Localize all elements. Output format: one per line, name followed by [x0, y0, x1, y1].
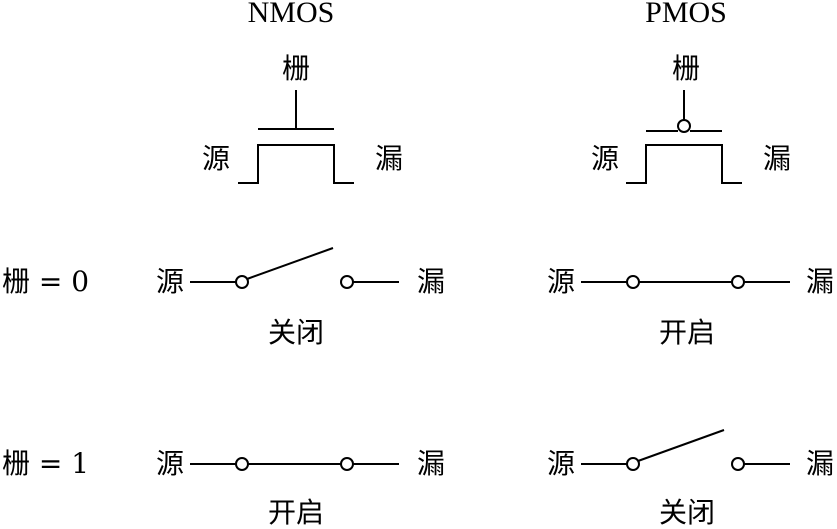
switch-drain-label: 漏	[806, 265, 834, 298]
nmos-switch-gate-0: 源 漏 关闭	[156, 247, 445, 349]
nmos-symbol: NMOS 栅 源 漏	[202, 0, 403, 184]
switch-drain-label: 漏	[806, 447, 834, 480]
switch-drain-terminal	[340, 275, 354, 289]
switch-state-label: 关闭	[659, 496, 715, 529]
switch-source-label: 源	[156, 447, 184, 480]
nmos-gate-label: 栅	[282, 52, 310, 85]
pmos-switch-gate-0: 源 漏 开启	[547, 265, 834, 349]
pmos-title: PMOS	[645, 0, 727, 29]
row-gate-1: 栅 = 1 源 漏 开启 源 漏 关闭	[2, 429, 834, 529]
switch-drain-terminal	[340, 457, 354, 471]
nmos-channel	[238, 144, 354, 184]
switch-source-label: 源	[547, 265, 575, 298]
row-gate-0-condition: 栅 = 0	[2, 265, 89, 298]
switch-drain-label: 漏	[417, 447, 445, 480]
switch-state-label: 关闭	[268, 316, 324, 349]
nmos-drain-label: 漏	[375, 142, 403, 175]
switch-state-label: 开启	[268, 496, 324, 529]
switch-source-terminal	[235, 457, 249, 471]
pmos-gate-label: 栅	[672, 52, 700, 85]
switch-drain-terminal	[731, 457, 745, 471]
switch-source-terminal	[626, 457, 640, 471]
nmos-switch-gate-1: 源 漏 开启	[156, 447, 445, 529]
switch-source-terminal	[235, 275, 249, 289]
nmos-source-label: 源	[202, 142, 230, 175]
pmos-switch-gate-1: 源 漏 关闭	[547, 429, 834, 529]
pmos-source-label: 源	[591, 142, 619, 175]
switch-open-lever	[246, 247, 334, 280]
switch-source-label: 源	[547, 447, 575, 480]
pmos-symbol: PMOS 栅 源 漏	[591, 0, 791, 184]
pmos-channel	[626, 144, 742, 184]
switch-state-label: 开启	[659, 316, 715, 349]
pmos-inversion-bubble	[677, 119, 691, 133]
switch-open-lever	[637, 429, 725, 462]
switch-source-label: 源	[156, 265, 184, 298]
switch-drain-label: 漏	[417, 265, 445, 298]
row-gate-1-condition: 栅 = 1	[2, 447, 89, 480]
nmos-title: NMOS	[248, 0, 335, 29]
switch-drain-terminal	[731, 275, 745, 289]
switch-source-terminal	[626, 275, 640, 289]
row-gate-0: 栅 = 0 源 漏 关闭 源 漏 开启	[2, 247, 834, 349]
pmos-drain-label: 漏	[763, 142, 791, 175]
